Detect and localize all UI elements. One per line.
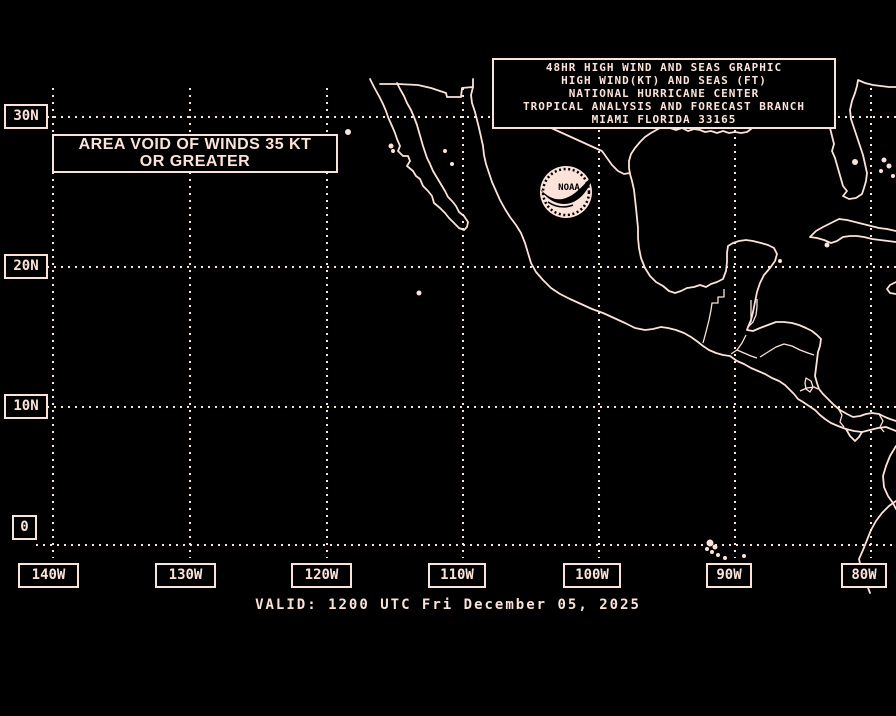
lon-label-130w: 130W — [155, 563, 216, 588]
panama-peninsula — [845, 428, 863, 442]
lat-label-0: 0 — [12, 515, 37, 540]
rio-grande-border — [536, 121, 631, 175]
lat-label-10n: 10N — [4, 394, 48, 419]
lon-label-90w: 90W — [706, 563, 752, 588]
lon-label-100w: 100W — [563, 563, 621, 588]
cuba-coast — [809, 218, 896, 244]
title-line-2: HIGH WIND(KT) AND SEAS (FT) — [561, 74, 767, 87]
noaa-logo-text: NOAA — [558, 183, 580, 193]
country-borders — [702, 289, 885, 433]
area-void-line-2: OR GREATER — [139, 153, 251, 170]
title-line-3: NATIONAL HURRICANE CENTER — [568, 87, 760, 100]
jamaica-coast — [886, 281, 896, 295]
lon-label-120w: 120W — [291, 563, 352, 588]
lon-label-110w: 110W — [428, 563, 486, 588]
area-void-line-1: AREA VOID OF WINDS 35 KT — [78, 136, 312, 153]
title-line-1: 48HR HIGH WIND AND SEAS GRAPHIC — [545, 61, 783, 74]
gulf-caribbean-coast — [628, 125, 896, 422]
lon-label-140w: 140W — [18, 563, 79, 588]
title-line-5: MIAMI FLORIDA 33165 — [591, 113, 737, 126]
coastlines — [369, 78, 896, 594]
pacific-coast — [470, 86, 896, 433]
islands — [345, 129, 895, 560]
lat-label-20n: 20N — [4, 254, 48, 279]
area-void-box: AREA VOID OF WINDS 35 KT OR GREATER — [52, 134, 338, 173]
title-box: 48HR HIGH WIND AND SEAS GRAPHIC HIGH WIN… — [492, 58, 836, 129]
us-mexico-border — [379, 78, 474, 98]
lon-label-80w: 80W — [841, 563, 887, 588]
baja-california-coast — [369, 78, 469, 231]
lat-label-30n: 30N — [4, 104, 48, 129]
title-line-4: TROPICAL ANALYSIS AND FORECAST BRANCH — [522, 100, 806, 113]
colombia-coast — [882, 445, 896, 510]
noaa-logo-icon: NOAA — [540, 166, 594, 218]
valid-time-text: VALID: 1200 UTC Fri December 05, 2025 — [255, 597, 641, 613]
